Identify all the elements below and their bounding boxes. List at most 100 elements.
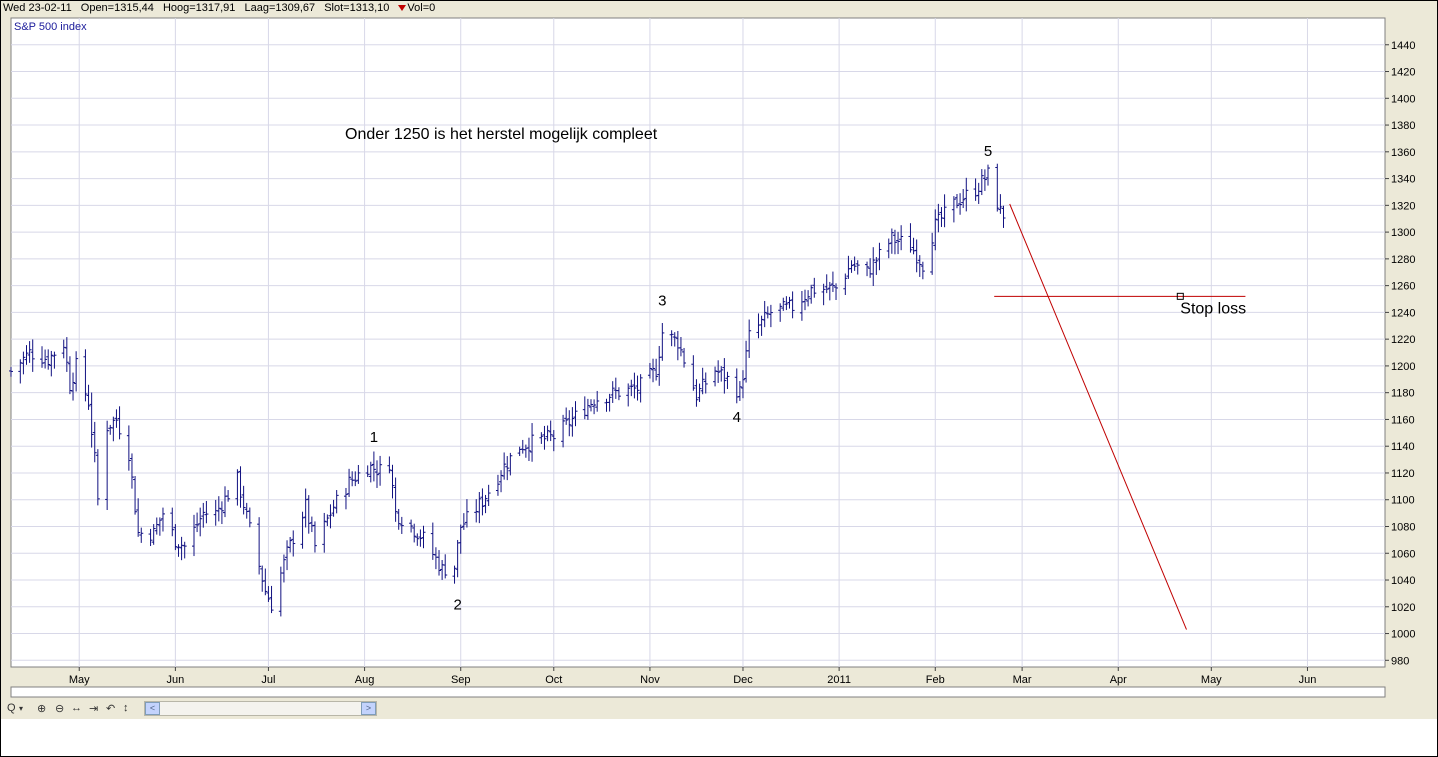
ohlc-bar [979,169,984,196]
ohlc-bar [787,296,792,309]
ohlc-bar [201,502,206,528]
y-tick-label: 1200 [1391,361,1415,373]
ohlc-bar [964,177,969,212]
ohlc-bar [545,425,550,442]
scroll-right-button[interactable]: > [361,702,376,715]
ohlc-bar [790,291,795,319]
ohlc-bar [899,225,904,251]
ohlc-bar [393,477,398,522]
ohlc-bar [502,452,507,480]
ohlc-bar [942,194,947,228]
x-tick-label: Sep [451,674,471,686]
price-chart[interactable]: 980 1000 1020 1040 1060 1080 1100 1120 1140 1160 1… [1,1,1438,701]
ohlc-bar [737,381,742,401]
ohlc-bar [191,514,196,557]
ohlc-bar [592,399,597,415]
ohlc-bar [71,372,76,401]
ohlc-bar [722,358,727,394]
ohlc-bar [998,194,1003,214]
ohlc-bar [421,525,426,549]
y-tick-label: 980 [1391,655,1409,667]
zoom-dropdown-arrow-icon[interactable]: ▾ [19,704,24,713]
ohlc-bar [235,469,240,506]
ohlc-bar [691,355,696,391]
ohlc-bar [551,430,556,452]
ohlc-bar [216,496,221,522]
ohlc-bar [117,406,122,440]
fit-horizontal-icon[interactable]: ↔ [71,702,82,714]
ohlc-bar [257,517,262,575]
ohlc-bar [539,432,544,444]
ohlc-bar [64,337,69,372]
zoom-in-icon[interactable]: ⊕ [37,703,47,715]
stop-loss-label: Stop loss [1180,300,1246,317]
ohlc-bar [226,490,231,502]
chart-toolbar: Q ▾ ⊕ ⊖ ↔ ⇥ ↶ ↕ [3,700,383,718]
ohlc-bar [508,452,513,476]
y-tick-label: 1000 [1391,629,1415,641]
x-tick-label: Aug [355,674,375,686]
ohlc-bar [638,374,643,403]
ohlc-bar [300,511,305,549]
ohlc-bar [834,283,839,300]
ohlc-bar [291,530,296,557]
ohlc-bar [269,585,274,614]
scroll-left-button[interactable]: < [145,702,160,715]
ohlc-bar [542,425,547,450]
ohlc-bar [126,425,131,471]
go-to-end-icon[interactable]: ⇥ [89,703,99,715]
x-tick-label: Jun [1299,674,1317,686]
y-tick-label: 1040 [1391,575,1415,587]
x-tick-label: Nov [640,674,660,686]
x-tick-label: May [1201,674,1222,686]
y-tick-label: 1160 [1391,414,1415,426]
ohlc-bar [920,261,925,280]
ohlc-bar [852,256,857,271]
ohlc-bar [877,242,882,271]
ohlc-bar [176,544,181,557]
zoom-menu-icon[interactable]: Q [7,702,16,714]
ohlc-bar [874,257,879,275]
ohlc-bar [412,523,417,543]
ohlc-bar [133,476,138,515]
y-tick-label: 1260 [1391,281,1415,293]
fit-vertical-icon[interactable]: ↕ [123,702,129,714]
axis-strip [10,686,1386,698]
ohlc-bar [27,341,32,363]
ohlc-bar [505,456,510,481]
ohlc-bar [725,371,730,390]
ohlc-bar [561,414,566,448]
header-close: Slot=1313,10 [324,2,390,14]
ohlc-bar [821,283,826,306]
status-area [1,719,1437,756]
ohlc-bar [570,407,575,437]
ohlc-bar [697,383,702,402]
zoom-out-icon[interactable]: ⊖ [55,703,65,715]
ohlc-bar [564,407,569,425]
x-tick-label: Feb [926,674,945,686]
stop-loss-marker [1176,292,1184,300]
x-tick-label: Jun [167,674,185,686]
ohlc-bar [371,451,376,482]
wave-label: 5 [984,143,992,160]
scroll-thumb[interactable] [165,702,355,715]
horizontal-scrollbar[interactable]: < > [144,701,377,716]
ohlc-bar [219,501,224,525]
ohlc-bar [740,370,745,399]
y-tick-label: 1440 [1391,40,1415,52]
header-date: Wed 23-02-11 [3,2,72,14]
ohlc-bar [334,490,339,514]
header-volume: Vol=0 [398,2,435,14]
ohlc-bar [951,196,956,223]
ohlc-bar [669,330,674,347]
y-tick-label: 1420 [1391,67,1415,79]
ohlc-bar [241,485,246,515]
ohlc-bar [982,169,987,191]
ohlc-bar [824,274,829,294]
undo-zoom-icon[interactable]: ↶ [106,703,116,715]
ohlc-bar [682,347,687,368]
ohlc-bar [660,323,665,361]
ohlc-bar [567,410,572,437]
wave-label: 3 [658,293,666,310]
